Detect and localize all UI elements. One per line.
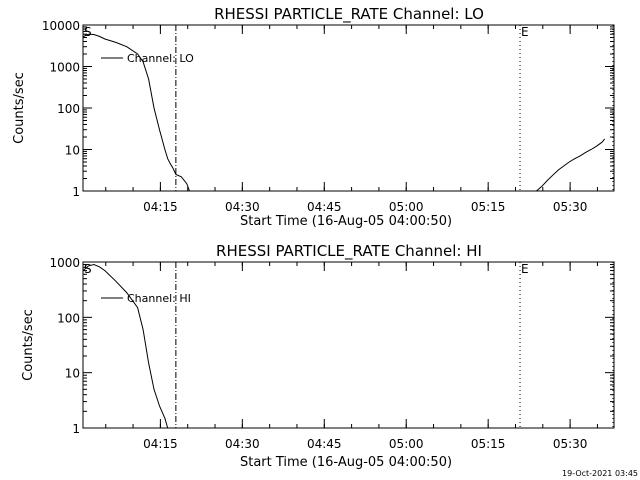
y-tick-label: 10 (65, 144, 80, 158)
x-tick-label: 04:45 (307, 200, 342, 214)
y-axis-label: Counts/sec (21, 309, 36, 381)
x-axis-label: Start Time (16-Aug-05 04:00:50) (240, 214, 452, 229)
y-tick-label: 1000 (49, 61, 80, 75)
series-line (82, 33, 190, 192)
x-tick-label: 04:15 (143, 437, 178, 451)
x-tick-label: 04:45 (307, 437, 342, 451)
panel-lo: RHESSI PARTICLE_RATE Channel: LO S E 1 10 1… (12, 5, 615, 229)
event-marker-label: E (521, 25, 529, 39)
series-line (82, 263, 169, 429)
x-axis-label: Start Time (16-Aug-05 04:00:50) (240, 455, 452, 470)
event-marker-label: S (84, 25, 92, 39)
footer-timestamp: 19-Oct-2021 03:45 (562, 469, 638, 478)
y-axis-label: Counts/sec (12, 72, 27, 144)
x-tick-label: 05:30 (553, 200, 588, 214)
y-tick-label: 1 (72, 185, 80, 199)
x-tick-label: 05:15 (471, 437, 506, 451)
legend-label: Channel: LO (127, 52, 194, 65)
x-tick-label: 05:00 (389, 437, 424, 451)
y-tick-label: 100 (57, 311, 80, 325)
legend-label: Channel: HI (127, 292, 191, 305)
y-tick-label: 10000 (42, 19, 80, 33)
y-tick-label: 1000 (49, 256, 80, 270)
event-marker-label: S (84, 262, 92, 276)
legend: Channel: LO (101, 52, 194, 65)
x-tick-label: 05:00 (389, 200, 424, 214)
x-tick-label: 04:30 (225, 437, 260, 451)
y-tick-label: 1 (72, 422, 80, 436)
y-tick-label: 10 (65, 367, 80, 381)
x-tick-label: 04:30 (225, 200, 260, 214)
chart-title: RHESSI PARTICLE_RATE Channel: LO (214, 5, 484, 24)
x-tick-label: 04:15 (143, 200, 178, 214)
legend: Channel: HI (101, 292, 191, 305)
series-line (536, 138, 606, 192)
panel-hi: RHESSI PARTICLE_RATE Channel: HI S E 1 10 1… (21, 242, 615, 470)
plot-frame (82, 261, 615, 429)
x-tick-label: 05:30 (553, 437, 588, 451)
chart-title: RHESSI PARTICLE_RATE Channel: HI (216, 242, 482, 261)
event-marker-label: E (521, 262, 529, 276)
y-tick-label: 100 (57, 102, 80, 116)
x-tick-label: 05:15 (471, 200, 506, 214)
